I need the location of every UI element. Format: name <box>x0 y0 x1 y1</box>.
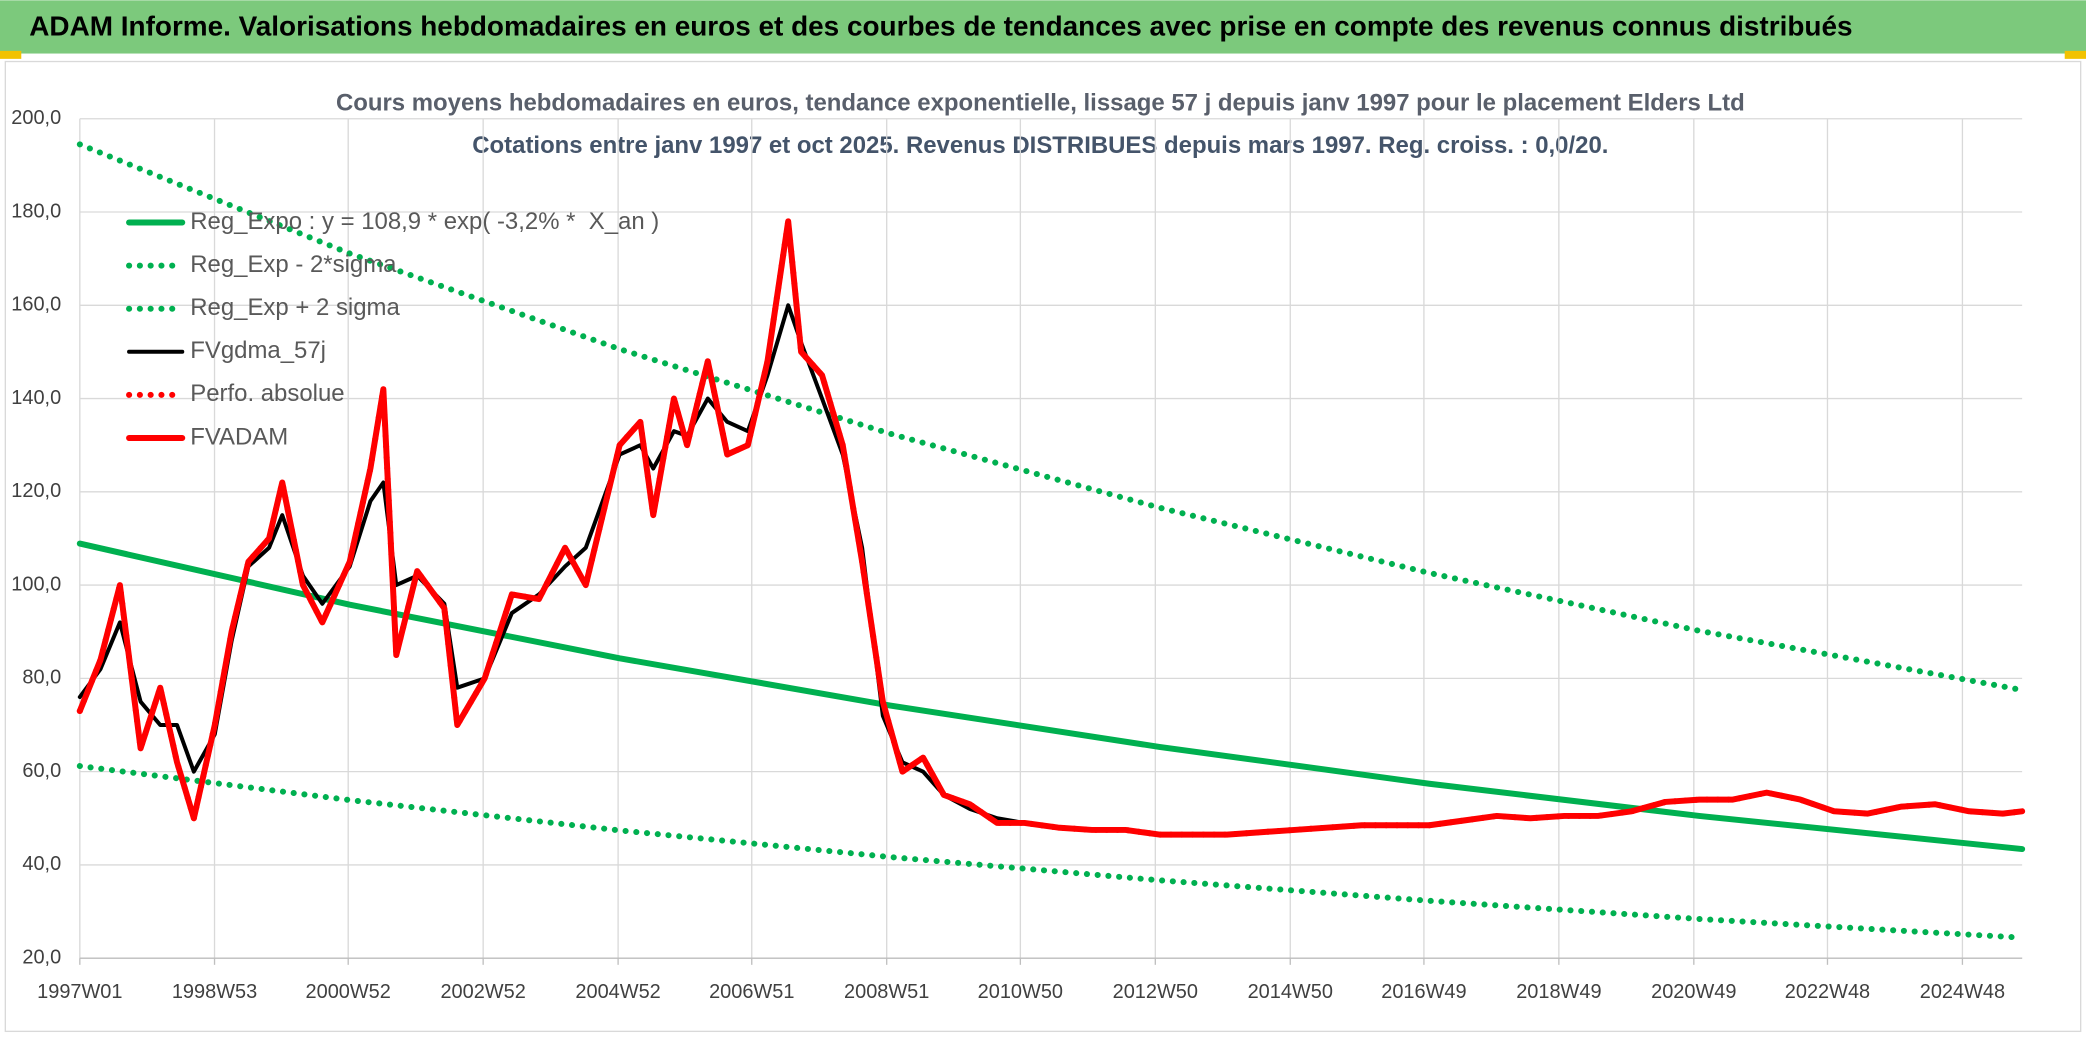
y-tick-label: 60,0 <box>22 760 61 782</box>
x-tick-label: 1997W01 <box>37 981 122 1003</box>
chart-border <box>4 60 2082 1033</box>
legend-label: FVgdma_57j <box>190 337 326 364</box>
corner-mark <box>0 50 22 59</box>
y-tick-label: 200,0 <box>11 107 61 129</box>
legend-label: Reg_Exp + 2 sigma <box>190 294 400 321</box>
x-tick-label: 2000W52 <box>306 981 391 1003</box>
y-tick-label: 120,0 <box>11 480 61 502</box>
y-tick-label: 20,0 <box>22 946 61 968</box>
y-tick-label: 40,0 <box>22 853 61 875</box>
header-title: ADAM Informe. Valorisations hebdomadaire… <box>29 11 1852 42</box>
legend-label: Reg_Exp - 2*sigma <box>190 251 397 278</box>
y-tick-label: 180,0 <box>11 200 61 222</box>
x-tick-label: 2022W48 <box>1785 981 1870 1003</box>
series-line <box>76 141 2026 694</box>
x-tick-label: 2002W52 <box>440 981 525 1003</box>
legend-label: Reg_Expo : y = 108,9 * exp( -3,2% * X_an… <box>190 208 659 235</box>
grid: 20,0 40,0 60,0 80,0 100,0 120,0 140,0 160,0 180,… <box>11 107 2023 1003</box>
legend-label: FVADAM <box>190 423 288 450</box>
legend-label: Perfo. absolue <box>190 380 344 407</box>
series-line <box>76 218 2026 838</box>
x-tick-label: 2024W48 <box>1920 981 2005 1003</box>
x-tick-label: 2012W50 <box>1113 981 1198 1003</box>
y-tick-label: 80,0 <box>22 667 61 689</box>
x-tick-label: 2020W49 <box>1651 981 1736 1003</box>
legend: Reg_Expo : y = 108,9 * exp( -3,2% * X_an… <box>126 208 659 450</box>
corner-mark <box>2064 50 2086 59</box>
x-tick-label: 2010W50 <box>978 981 1063 1003</box>
x-tick-label: 2018W49 <box>1516 981 1601 1003</box>
header-bar <box>0 0 2086 54</box>
y-tick-label: 140,0 <box>11 387 61 409</box>
x-tick-label: 2008W51 <box>844 981 929 1003</box>
x-tick-label: 1998W53 <box>172 981 257 1003</box>
x-tick-label: 2014W50 <box>1248 981 1333 1003</box>
y-tick-label: 100,0 <box>11 573 61 595</box>
y-tick-label: 160,0 <box>11 294 61 316</box>
x-tick-label: 2004W52 <box>575 981 660 1003</box>
x-tick-label: 2016W49 <box>1381 981 1466 1003</box>
series-line <box>76 763 2026 941</box>
x-tick-label: 2006W51 <box>709 981 794 1003</box>
plot <box>76 141 2026 941</box>
chart-title: Cours moyens hebdomadaires en euros, ten… <box>336 89 1745 116</box>
chart-subtitle: Cotations entre janv 1997 et oct 2025. R… <box>472 132 1608 159</box>
